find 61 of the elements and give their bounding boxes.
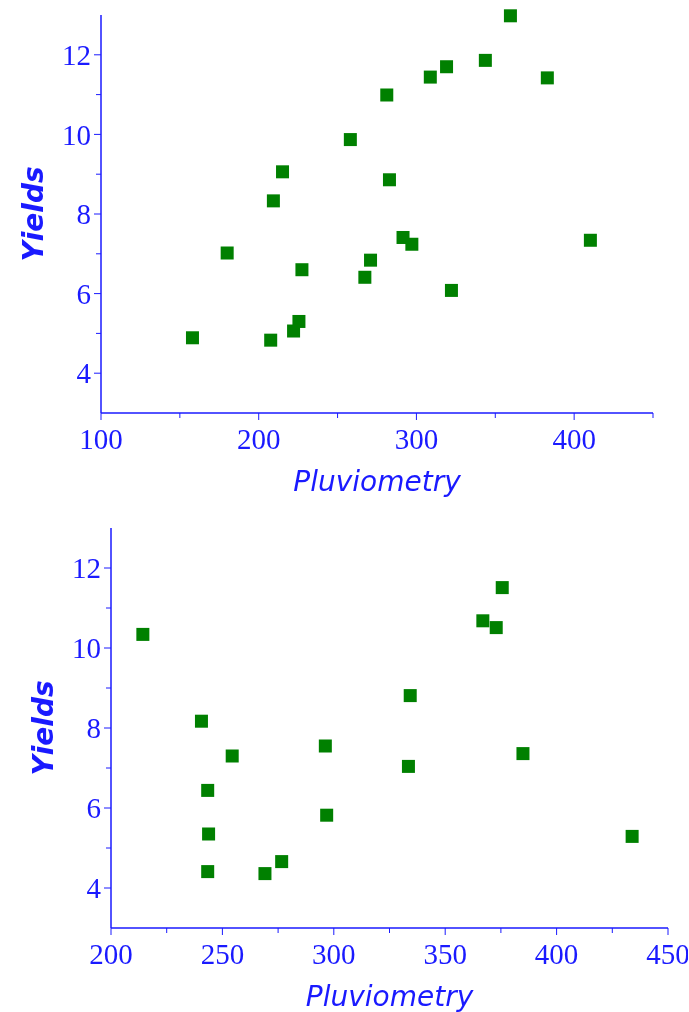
- point: [202, 827, 216, 841]
- point: [382, 173, 396, 187]
- x-tick-label: 250: [200, 938, 245, 970]
- point: [495, 581, 509, 595]
- point: [440, 60, 454, 74]
- point: [295, 263, 309, 277]
- point: [194, 714, 208, 728]
- point: [201, 865, 215, 879]
- point: [476, 614, 490, 628]
- point: [489, 621, 503, 635]
- y-tick-label: 6: [76, 277, 91, 310]
- y-tick-label: 10: [62, 118, 91, 151]
- point: [503, 9, 517, 23]
- y-tick-label: 8: [86, 712, 101, 745]
- y-tick-label: 4: [76, 357, 92, 390]
- y-axis-title: Yields: [27, 680, 60, 776]
- point: [292, 314, 306, 328]
- y-tick-label: 8: [76, 198, 91, 231]
- point: [444, 283, 458, 297]
- x-tick-label: 300: [312, 938, 356, 970]
- point: [136, 627, 150, 641]
- point: [185, 331, 199, 345]
- y-tick-label: 12: [72, 552, 101, 585]
- point: [225, 749, 239, 763]
- x-tick-label: 200: [89, 938, 133, 970]
- point: [220, 246, 234, 260]
- x-axis-title: Pluviometry: [305, 980, 474, 1012]
- x-axis-title: Pluviometry: [293, 465, 462, 498]
- y-tick-label: 6: [86, 792, 101, 825]
- x-tick-label: 450: [646, 938, 689, 970]
- x-tick-label: 400: [552, 423, 596, 455]
- x-tick-label: 300: [394, 423, 439, 455]
- point: [405, 237, 419, 251]
- point: [275, 855, 289, 869]
- x-tick-label: 100: [79, 423, 123, 455]
- point: [423, 70, 437, 84]
- point: [540, 71, 554, 85]
- point: [583, 233, 597, 247]
- point: [258, 867, 272, 881]
- point: [516, 747, 530, 761]
- point: [364, 253, 378, 267]
- point: [358, 270, 372, 284]
- x-tick-label: 400: [534, 938, 579, 970]
- y-tick-label: 10: [72, 632, 101, 665]
- x-tick-label: 200: [236, 423, 281, 455]
- y-tick-label: 4: [86, 872, 102, 905]
- point: [266, 194, 280, 208]
- y-axis-title: Yields: [17, 166, 50, 262]
- point: [264, 333, 278, 347]
- point: [318, 739, 332, 753]
- point: [276, 165, 290, 179]
- point: [343, 133, 357, 147]
- point: [401, 759, 415, 773]
- y-tick-label: 12: [62, 38, 91, 71]
- point: [478, 53, 492, 67]
- point: [403, 689, 417, 703]
- x-tick-label: 350: [423, 938, 467, 970]
- point: [201, 783, 215, 797]
- point: [320, 808, 334, 822]
- point: [380, 88, 394, 102]
- point: [625, 829, 639, 843]
